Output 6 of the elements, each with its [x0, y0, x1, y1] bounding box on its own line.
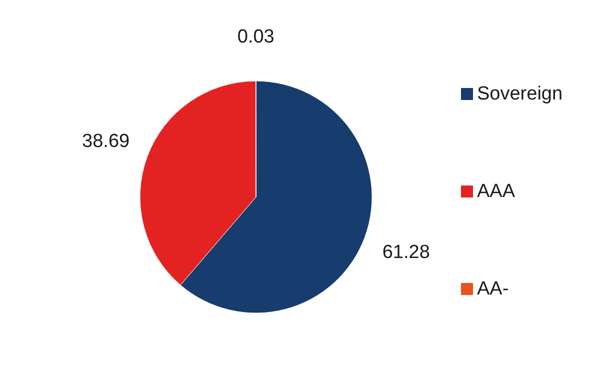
legend-label: AA- [477, 278, 509, 300]
legend-label: Sovereign [477, 84, 563, 104]
legend-label: AAA [477, 181, 516, 202]
data-label: 38.69 [82, 131, 130, 152]
data-label: 61.28 [382, 242, 430, 264]
data-label: 0.03 [237, 26, 274, 48]
